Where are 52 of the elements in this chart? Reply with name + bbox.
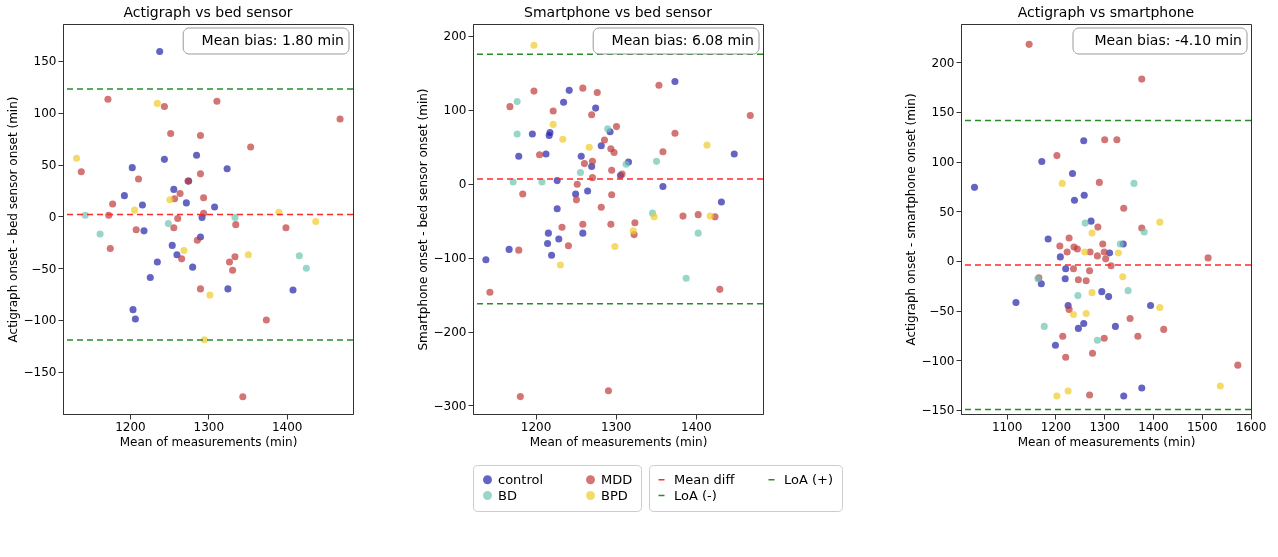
chart-title: Smartphone vs bed sensor xyxy=(524,4,713,20)
y-tick-label: −50 xyxy=(31,261,57,276)
y-tick-label: 100 xyxy=(33,106,57,121)
x-axis-title: Mean of measurements (min) xyxy=(1017,434,1196,449)
y-tick-label: −100 xyxy=(433,251,467,266)
x-tick-label: 1300 xyxy=(600,419,632,434)
y-tick-label: −100 xyxy=(23,313,57,328)
y-tick-label: 0 xyxy=(946,254,955,269)
y-tick-label: 100 xyxy=(931,155,955,170)
x-tick-label: 1300 xyxy=(193,419,225,434)
x-tick-label: 1200 xyxy=(1040,419,1072,434)
x-tick-label: 1200 xyxy=(115,419,146,434)
legend-label: MDD xyxy=(601,471,633,487)
y-axis-title: Actigraph onset - bed sensor onset (min) xyxy=(5,96,20,343)
y-tick-label: 150 xyxy=(33,54,57,69)
y-axis-title: Actigraph onset - smartphone onset (min) xyxy=(903,93,918,346)
y-tick-label: −50 xyxy=(929,304,955,319)
x-tick-label: 1200 xyxy=(520,419,552,434)
y-tick-label: 50 xyxy=(41,158,57,173)
x-tick-label: 1500 xyxy=(1186,419,1218,434)
x-tick-label: 1400 xyxy=(1138,419,1169,434)
y-tick-label: −150 xyxy=(23,365,57,380)
y-tick-label: 150 xyxy=(931,105,955,120)
legend-label: Mean diff xyxy=(674,471,736,487)
x-tick-label: 1400 xyxy=(681,419,712,434)
legend-label: control xyxy=(498,471,544,487)
legend-label: LoA (+) xyxy=(784,471,834,487)
x-tick-label: 1600 xyxy=(1235,419,1267,434)
annotation: Mean bias: 6.08 min xyxy=(611,32,754,48)
chart-title: Actigraph vs bed sensor xyxy=(123,4,293,20)
legend-label: LoA (-) xyxy=(674,487,717,503)
y-tick-label: −100 xyxy=(921,353,955,368)
y-tick-label: −150 xyxy=(921,403,955,418)
y-tick-label: −300 xyxy=(433,398,467,413)
legend-label: BPD xyxy=(601,487,628,503)
x-tick-label: 1100 xyxy=(991,419,1023,434)
legend-label: BD xyxy=(498,487,517,503)
y-tick-label: 0 xyxy=(458,177,467,192)
annotation: Mean bias: 1.80 min xyxy=(201,32,344,48)
y-tick-label: 200 xyxy=(931,55,955,70)
y-tick-label: 200 xyxy=(443,29,467,44)
y-axis-title: Smartphone onset - bed sensor onset (min) xyxy=(415,88,430,351)
y-tick-label: −200 xyxy=(433,325,467,340)
y-tick-label: 0 xyxy=(48,209,57,224)
x-axis-title: Mean of measurements (min) xyxy=(529,434,708,449)
x-tick-label: 1400 xyxy=(271,419,303,434)
y-tick-label: 100 xyxy=(443,103,467,118)
x-axis-title: Mean of measurements (min) xyxy=(119,434,298,449)
y-tick-label: 50 xyxy=(939,204,955,219)
chart-title: Actigraph vs smartphone xyxy=(1017,4,1195,20)
x-tick-label: 1300 xyxy=(1089,419,1120,434)
annotation: Mean bias: -4.10 min xyxy=(1094,32,1242,48)
